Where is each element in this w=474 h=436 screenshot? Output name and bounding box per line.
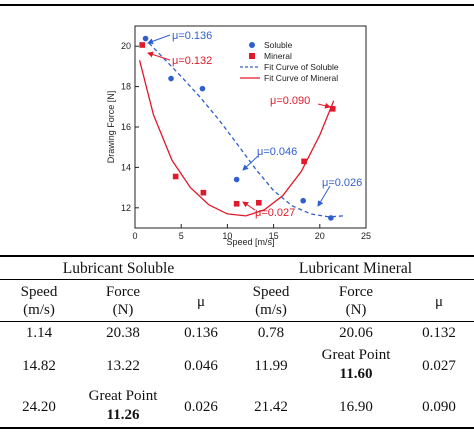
data-point-soluble (328, 215, 334, 221)
legend-mineral-label: Mineral (264, 51, 292, 61)
table-cell: 20.38 (106, 325, 140, 341)
chart: 0 5 10 15 20 25 12 14 16 18 20 Speed [m/s] Drawing… (106, 25, 371, 247)
table-bottom-rule (0, 427, 474, 429)
table-top-rule (0, 255, 474, 257)
col-header-force-soluble: Force (105, 284, 141, 300)
annot-mu-0027: μ=0.027 (255, 207, 295, 219)
table-cell: 0.090 (422, 399, 456, 415)
data-point-soluble (300, 197, 306, 204)
col-header-speed-mineral-unit: (m/s) (255, 302, 287, 318)
col-header-speed-mineral: Speed (252, 284, 290, 300)
data-point-mineral (200, 189, 207, 196)
table-cell: 0.132 (422, 325, 456, 341)
x-tick-label: 5 (179, 231, 184, 241)
great-point-label-mineral: Great Point (321, 347, 391, 363)
data-points (139, 35, 336, 221)
data-point-soluble (168, 75, 174, 82)
group-underline (0, 279, 474, 280)
data-point-mineral (301, 158, 307, 165)
x-tick-label: 15 (269, 231, 279, 241)
table-cell: 0.136 (184, 325, 218, 341)
annot-arrow-0132 (147, 51, 171, 61)
y-tick-label: 20 (121, 41, 131, 51)
table-cell: 16.90 (339, 399, 373, 415)
legend-fit-soluble-label: Fit Curve of Soluble (264, 62, 339, 72)
annot-mu-0090: μ=0.090 (270, 95, 310, 107)
fit-curve-fit-curve-of-soluble (143, 37, 343, 218)
axis-ticks: 0 5 10 15 20 25 12 14 16 18 20 (121, 41, 371, 241)
annot-mu-0026: μ=0.026 (322, 177, 362, 189)
data-point-mineral (172, 173, 179, 180)
legend-fit-mineral-label: Fit Curve of Mineral (264, 73, 338, 83)
x-tick-label: 25 (361, 231, 371, 241)
legend-mineral-marker (249, 53, 255, 59)
header-bottom-rule (0, 321, 474, 322)
table-cell: 11.99 (254, 358, 288, 374)
col-header-mu-soluble: μ (196, 294, 206, 310)
col-header-force-soluble-unit: (N) (112, 302, 134, 318)
col-header-mu-mineral: μ (434, 294, 444, 310)
annot-arrow-0026 (317, 185, 331, 207)
legend: Soluble Mineral Fit Curve of Soluble Fit… (240, 40, 339, 83)
y-tick-label: 14 (121, 162, 131, 172)
group-header-mineral: Lubricant Mineral (298, 260, 413, 277)
data-point-mineral (233, 200, 240, 207)
col-header-speed-soluble: Speed (20, 284, 58, 300)
top-rule (0, 4, 474, 6)
x-axis-title: Speed [m/s] (226, 237, 274, 247)
y-tick-label: 16 (121, 122, 131, 132)
col-header-force-mineral-unit: (N) (345, 302, 367, 318)
table-cell: 1.14 (25, 325, 53, 341)
group-header-soluble: Lubricant Soluble (62, 260, 175, 277)
annot-arrow-0046 (242, 155, 259, 171)
col-header-speed-soluble-unit: (m/s) (23, 302, 55, 318)
great-point-value-soluble: 11.26 (106, 407, 140, 423)
table-cell: 0.026 (184, 399, 218, 415)
col-header-force-mineral: Force (338, 284, 374, 300)
x-tick-label: 20 (315, 231, 325, 241)
x-tick-label: 0 (132, 231, 137, 241)
x-tick-label: 10 (222, 231, 232, 241)
annot-mu-0046: μ=0.046 (257, 146, 297, 158)
table-cell: 21.42 (254, 399, 288, 415)
table-cell: 0.027 (422, 358, 456, 374)
annot-mu-0132: μ=0.132 (172, 55, 212, 67)
table-cell: 24.20 (22, 399, 56, 415)
legend-soluble-marker (249, 42, 255, 48)
data-point-mineral (139, 42, 146, 48)
y-axis-title: Drawing Force [N] (106, 91, 116, 164)
table-cell: 0.046 (184, 358, 218, 374)
great-point-value-mineral: 11.60 (339, 366, 373, 382)
data-point-mineral (256, 199, 262, 206)
fit-curves (138, 37, 343, 218)
fit-curve-fit-curve-of-mineral (138, 60, 335, 217)
data-point-soluble (199, 85, 206, 92)
data-point-soluble (233, 176, 240, 183)
annot-arrow-0090 (317, 102, 331, 109)
legend-soluble-label: Soluble (264, 40, 293, 50)
great-point-label-soluble: Great Point (88, 388, 158, 404)
table-cell: 13.22 (106, 358, 140, 374)
data-point-soluble (142, 35, 149, 42)
annot-arrow-0136 (147, 34, 171, 45)
y-tick-label: 12 (121, 203, 131, 213)
y-tick-label: 18 (121, 82, 131, 92)
table-cell: 20.06 (339, 325, 373, 341)
table-cell: 14.82 (22, 358, 56, 374)
annot-mu-0136: μ=0.136 (172, 30, 212, 42)
data-point-mineral (329, 106, 336, 112)
annot-arrow-0027 (242, 201, 256, 211)
table-cell: 0.78 (257, 325, 285, 341)
